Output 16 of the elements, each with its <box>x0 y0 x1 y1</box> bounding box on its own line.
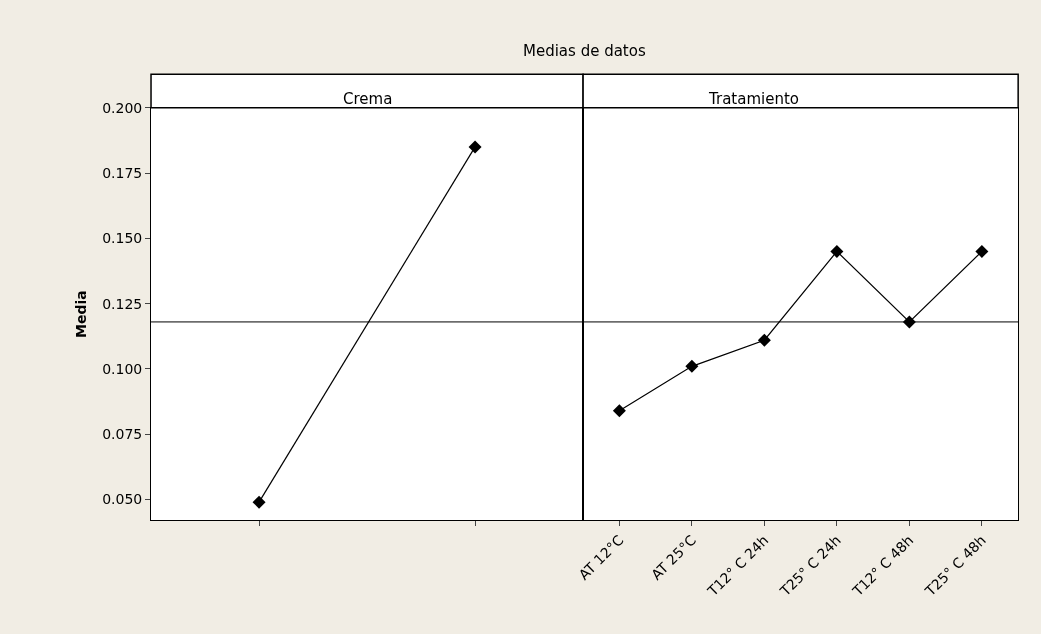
y-axis-title: Media <box>72 290 89 338</box>
text: Medias de datos <box>523 42 646 60</box>
point <box>612 404 626 418</box>
y-tick-label: 0.100 <box>102 360 143 377</box>
y-tick-label: 0.175 <box>102 164 143 181</box>
y-tick-label: 0.050 <box>102 491 143 508</box>
y-tick-label: 0.150 <box>102 230 143 247</box>
point <box>757 333 771 347</box>
y-tick-label: 0.075 <box>102 426 143 443</box>
point <box>975 244 989 258</box>
chart-title: Tratamiento <box>708 90 799 108</box>
point <box>830 244 844 258</box>
y-tick-label: 0.200 <box>102 99 143 116</box>
y-tick-label: 0.125 <box>102 295 143 312</box>
point <box>685 359 699 373</box>
chart-title: Crema <box>343 90 393 108</box>
